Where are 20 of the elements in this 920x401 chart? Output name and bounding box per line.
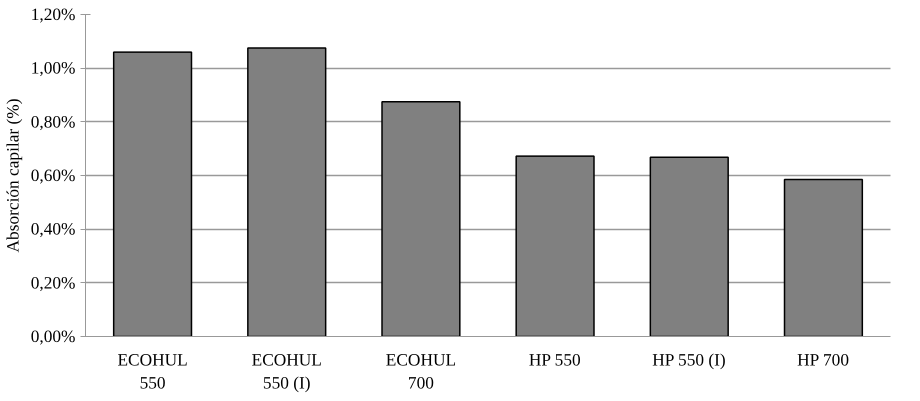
- y-tick-label: 0,00%: [30, 327, 76, 346]
- bar: [247, 47, 326, 336]
- y-tick-label: 0,60%: [30, 166, 76, 185]
- x-tick-label: ECOHUL 550 (I): [252, 350, 322, 392]
- bar: [515, 155, 595, 336]
- x-tick-label: ECOHUL 700: [386, 350, 456, 392]
- bar: [112, 51, 192, 336]
- bar: [381, 100, 461, 336]
- y-tick-label: 1,20%: [30, 5, 76, 24]
- x-tick-label: HP 550 (I): [652, 350, 726, 370]
- bar: [784, 178, 864, 336]
- y-tick-label: 0,40%: [30, 220, 76, 239]
- y-tick-label: 1,00%: [30, 58, 76, 78]
- y-tick-label: 0,80%: [30, 112, 76, 132]
- x-tick-label: ECOHUL 550: [117, 350, 188, 392]
- y-axis-title: Absorción capilar (%): [4, 98, 23, 252]
- bar: [650, 156, 729, 336]
- y-tick-label: 0,20%: [30, 273, 76, 292]
- x-tick-label: HP 550: [528, 350, 581, 370]
- x-tick-label: HP 700: [797, 350, 850, 370]
